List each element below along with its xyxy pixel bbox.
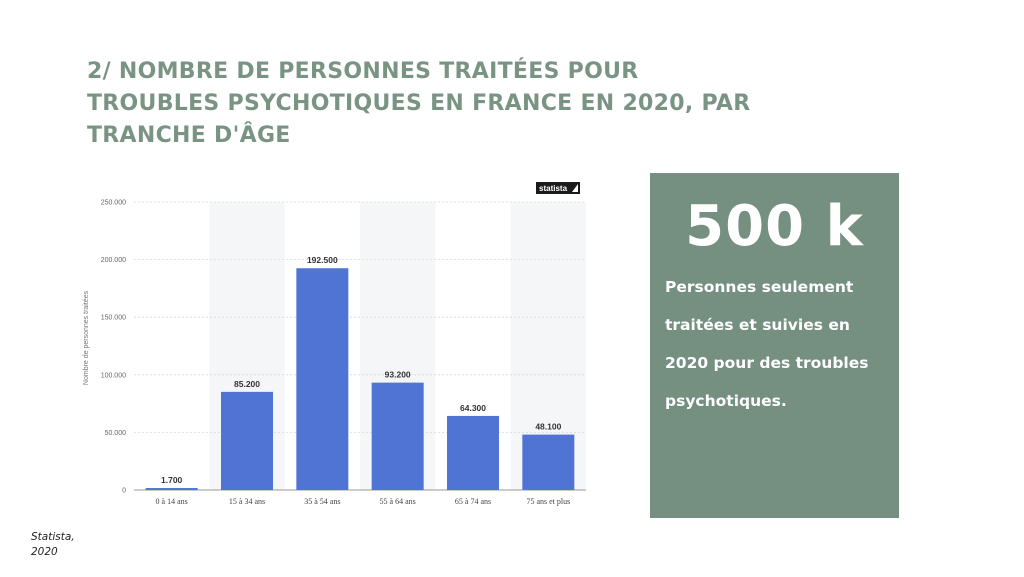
bar [447, 415, 499, 490]
bar [221, 391, 273, 490]
y-tick-label: 250.000 [101, 200, 126, 207]
statista-logo: statista [536, 182, 580, 194]
x-tick-label: 75 ans et plus [526, 497, 570, 506]
x-tick-label: 55 à 64 ans [380, 497, 416, 506]
x-tick-label: 35 à 54 ans [304, 497, 340, 506]
y-axis-title: Nombre de personnes traitées [83, 290, 90, 385]
bar-value-label: 93.200 [385, 370, 411, 380]
bar-value-label: 64.300 [460, 403, 486, 413]
y-tick-label: 200.000 [101, 257, 126, 264]
bar [145, 488, 198, 490]
x-tick-label: 15 à 34 ans [229, 497, 265, 506]
x-tick-label: 0 à 14 ans [156, 497, 188, 506]
bar-value-label: 1.700 [161, 475, 183, 485]
bar [522, 434, 575, 490]
statista-logo-mark [572, 184, 578, 192]
x-tick-label: 65 à 74 ans [455, 497, 491, 506]
slide-title: 2/ NOMBRE DE PERSONNES TRAITÉES POUR TRO… [87, 59, 751, 148]
chart-svg: statista 0 50.000 100.000 150.000 200.000 250… [83, 182, 586, 506]
y-tick-label: 0 [122, 488, 126, 495]
stat-description: Personnes seulement traitées et suivies … [665, 278, 869, 410]
bar-chart: statista 0 50.000 100.000 150.000 200.000 250… [76, 178, 596, 518]
stat-box: 500 k Personnes seulement traitées et su… [650, 173, 899, 518]
stat-value: 500 k [685, 194, 864, 259]
y-tick-label: 50.000 [105, 430, 127, 437]
bar [371, 382, 424, 490]
y-tick-label: 100.000 [101, 372, 126, 379]
y-tick-label: 150.000 [101, 315, 126, 322]
bar-value-label: 85.200 [234, 379, 260, 389]
bar-value-label: 48.100 [535, 422, 561, 432]
source-note: Statista, 2020 [31, 531, 75, 558]
bar [296, 268, 349, 490]
statista-logo-text: statista [539, 184, 568, 193]
bar-value-label: 192.500 [307, 255, 338, 265]
statista-logo-bg [536, 182, 580, 194]
